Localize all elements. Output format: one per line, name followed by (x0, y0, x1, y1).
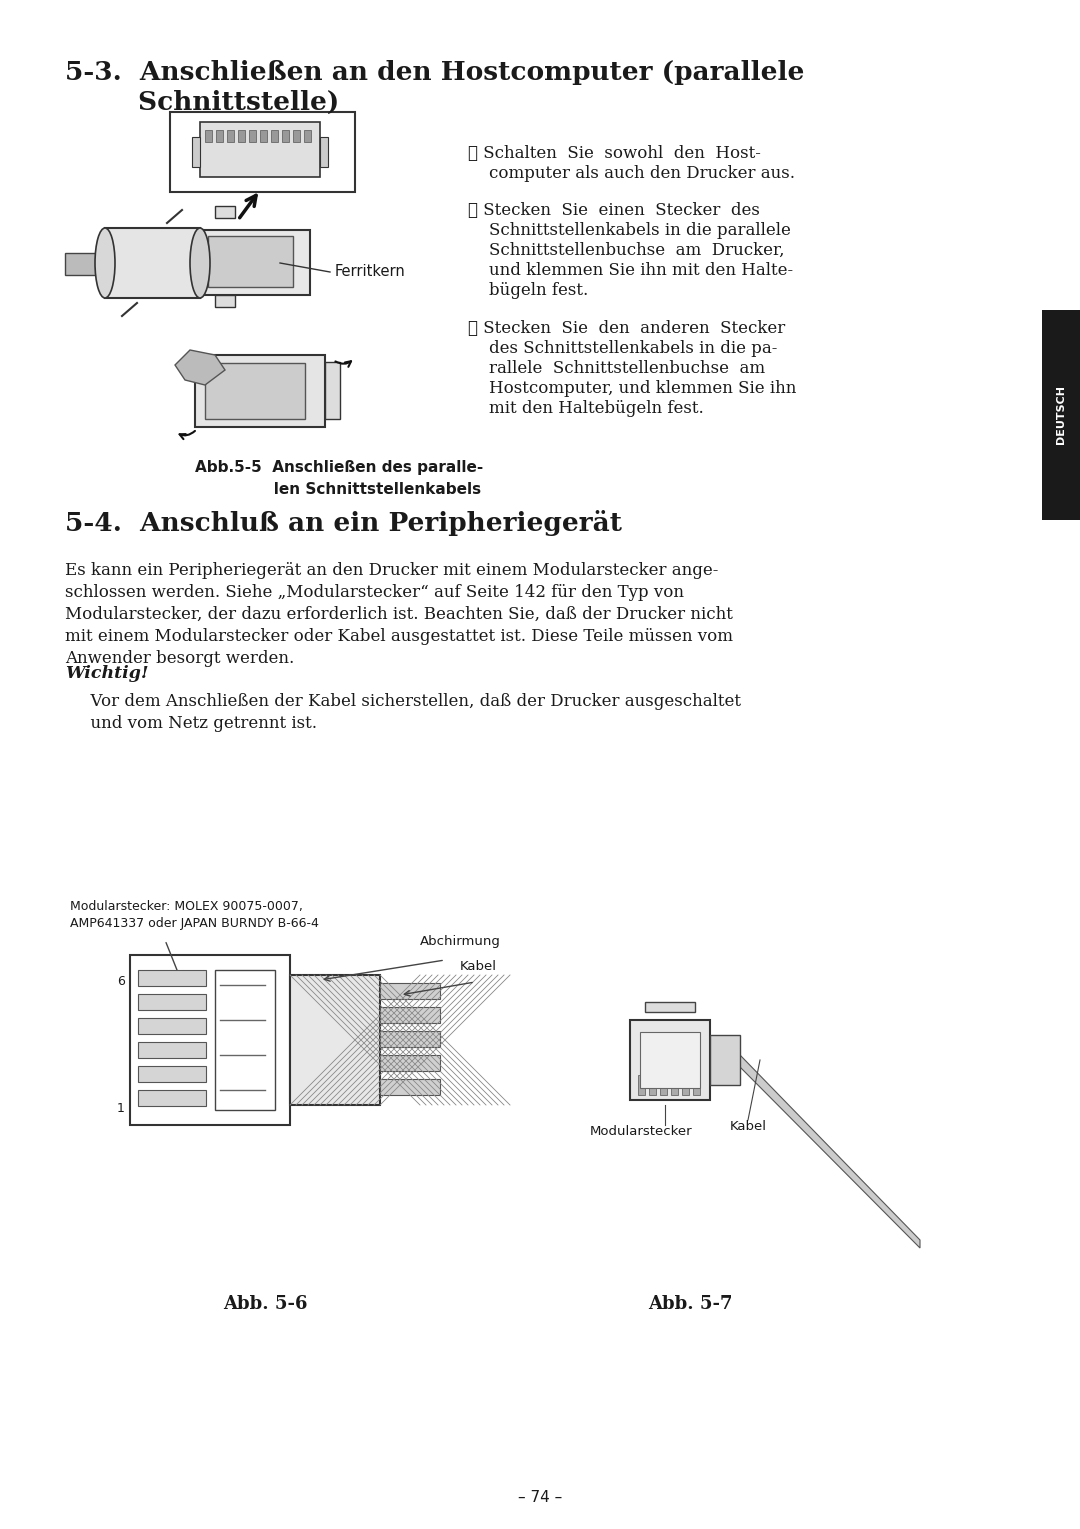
Text: Schnittstellenkabels in die parallele: Schnittstellenkabels in die parallele (468, 222, 791, 239)
Text: schlossen werden. Siehe „Modularstecker“ auf Seite 142 für den Typ von: schlossen werden. Siehe „Modularstecker“… (65, 584, 684, 601)
Text: ② Stecken  Sie  einen  Stecker  des: ② Stecken Sie einen Stecker des (468, 202, 760, 219)
Text: bügeln fest.: bügeln fest. (468, 281, 589, 300)
Bar (320, 138, 328, 167)
Bar (291, 976, 380, 1105)
Bar (138, 1090, 206, 1105)
Text: des Schnittstellenkabels in die pa-: des Schnittstellenkabels in die pa- (468, 339, 778, 356)
Text: Schnittstellenbuchse  am  Drucker,: Schnittstellenbuchse am Drucker, (468, 242, 784, 258)
Bar (192, 138, 200, 167)
Bar (105, 228, 200, 298)
Text: 5-4.  Anschluß an ein Peripheriegerät: 5-4. Anschluß an ein Peripheriegerät (65, 511, 622, 537)
Bar (215, 969, 275, 1110)
Text: Abb. 5-7: Abb. 5-7 (648, 1295, 732, 1313)
Text: DEUTSCH: DEUTSCH (1056, 385, 1066, 445)
Text: computer als auch den Drucker aus.: computer als auch den Drucker aus. (468, 165, 795, 182)
Text: und vom Netz getrennt ist.: und vom Netz getrennt ist. (80, 716, 318, 732)
Text: Modularstecker: MOLEX 90075-0007,: Modularstecker: MOLEX 90075-0007, (70, 901, 302, 913)
Bar (693, 1075, 700, 1095)
Bar (1042, 310, 1080, 520)
Text: Modularstecker: Modularstecker (590, 1125, 692, 1138)
Bar (325, 362, 340, 419)
Bar (238, 130, 245, 142)
Bar (138, 994, 206, 1011)
Text: Vor dem Anschließen der Kabel sicherstellen, daß der Drucker ausgeschaltet: Vor dem Anschließen der Kabel sicherstel… (80, 693, 741, 709)
Text: Anwender besorgt werden.: Anwender besorgt werden. (65, 650, 294, 667)
Bar (630, 1020, 710, 1099)
Text: Kabel: Kabel (730, 1121, 767, 1133)
Bar (215, 206, 235, 219)
Bar (130, 956, 291, 1125)
Bar (195, 355, 325, 427)
Bar (65, 252, 105, 275)
Text: rallele  Schnittstellenbuchse  am: rallele Schnittstellenbuchse am (468, 359, 765, 378)
Text: Modularstecker, der dazu erforderlich ist. Beachten Sie, daß der Drucker nicht: Modularstecker, der dazu erforderlich is… (65, 605, 733, 622)
Bar (660, 1075, 667, 1095)
Text: Abb. 5-6: Abb. 5-6 (222, 1295, 307, 1313)
Bar (380, 1008, 440, 1023)
Bar (260, 130, 267, 142)
Bar (303, 130, 311, 142)
Bar (138, 1041, 206, 1058)
Bar (216, 130, 222, 142)
Text: Wichtig!: Wichtig! (65, 665, 149, 682)
Text: AMP641337 oder JAPAN BURNDY B-66-4: AMP641337 oder JAPAN BURNDY B-66-4 (70, 917, 319, 930)
Text: Kabel: Kabel (460, 960, 497, 972)
Bar (215, 295, 235, 307)
Text: mit einem Modularstecker oder Kabel ausgestattet ist. Diese Teile müssen vom: mit einem Modularstecker oder Kabel ausg… (65, 628, 733, 645)
Bar (170, 112, 355, 193)
Ellipse shape (190, 228, 210, 298)
Bar (138, 1066, 206, 1083)
Text: Abb.5-5  Anschließen des paralle-: Abb.5-5 Anschließen des paralle- (195, 460, 483, 476)
Bar (380, 1031, 440, 1047)
Bar (380, 1079, 440, 1095)
Bar (138, 1018, 206, 1034)
Polygon shape (175, 350, 225, 385)
Text: Hostcomputer, und klemmen Sie ihn: Hostcomputer, und klemmen Sie ihn (468, 381, 796, 398)
Bar (282, 130, 289, 142)
Bar (380, 983, 440, 998)
Bar (671, 1075, 678, 1095)
Bar (200, 122, 320, 177)
Bar (205, 362, 305, 419)
Bar (227, 130, 234, 142)
Text: ③ Stecken  Sie  den  anderen  Stecker: ③ Stecken Sie den anderen Stecker (468, 320, 785, 336)
Text: und klemmen Sie ihn mit den Halte-: und klemmen Sie ihn mit den Halte- (468, 261, 793, 278)
Text: 5-3.  Anschließen an den Hostcomputer (parallele: 5-3. Anschließen an den Hostcomputer (pa… (65, 60, 805, 86)
Bar (200, 229, 310, 295)
Text: mit den Haltebügeln fest.: mit den Haltebügeln fest. (468, 401, 704, 417)
Bar (271, 130, 278, 142)
Text: – 74 –: – 74 – (518, 1489, 562, 1505)
Text: 1: 1 (117, 1102, 125, 1115)
Text: ① Schalten  Sie  sowohl  den  Host-: ① Schalten Sie sowohl den Host- (468, 145, 761, 162)
Text: Abchirmung: Abchirmung (420, 936, 501, 948)
Text: len Schnittstellenkabels: len Schnittstellenkabels (195, 482, 481, 497)
Text: Es kann ein Peripheriegerät an den Drucker mit einem Modularstecker ange-: Es kann ein Peripheriegerät an den Druck… (65, 563, 718, 579)
Text: 6: 6 (117, 976, 125, 988)
Text: Schnittstelle): Schnittstelle) (65, 90, 339, 115)
Polygon shape (740, 1055, 920, 1248)
Bar (208, 235, 293, 287)
Bar (205, 130, 212, 142)
Bar (649, 1075, 656, 1095)
Text: Ferritkern: Ferritkern (335, 265, 406, 280)
Bar (640, 1032, 700, 1089)
Bar (710, 1035, 740, 1086)
Bar (249, 130, 256, 142)
Bar (638, 1075, 645, 1095)
Bar (681, 1075, 689, 1095)
Bar (138, 969, 206, 986)
Ellipse shape (95, 228, 114, 298)
Bar (645, 1001, 696, 1012)
Bar (380, 1055, 440, 1070)
Bar (293, 130, 300, 142)
